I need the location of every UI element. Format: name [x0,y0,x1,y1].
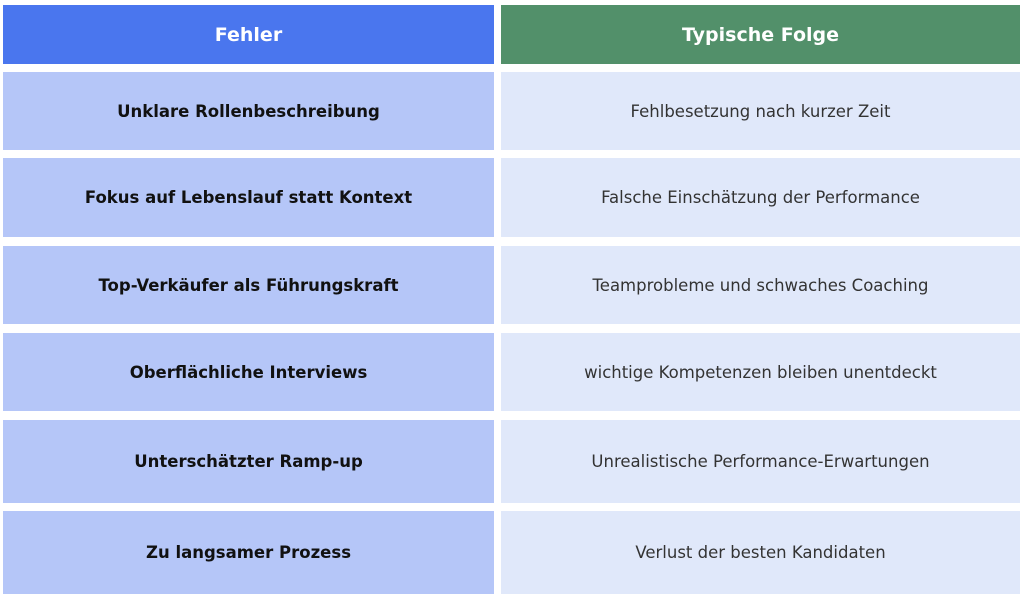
header-fehler: Fehler [3,5,494,64]
cell-fehler: Oberflächliche Interviews [3,333,494,411]
cell-fehler: Fokus auf Lebenslauf statt Kontext [3,158,494,237]
cell-folge: wichtige Kompetenzen bleiben unentdeckt [501,333,1020,411]
cell-folge: Verlust der besten Kandidaten [501,511,1020,594]
cell-fehler: Unterschätzter Ramp-up [3,420,494,503]
header-typische-folge: Typische Folge [501,5,1020,64]
cell-fehler: Zu langsamer Prozess [3,511,494,594]
cell-folge: Unrealistische Performance-Erwartungen [501,420,1020,503]
cell-folge: Teamprobleme und schwaches Coaching [501,246,1020,324]
cell-fehler: Unklare Rollenbeschreibung [3,72,494,150]
cell-fehler: Top-Verkäufer als Führungskraft [3,246,494,324]
cell-folge: Fehlbesetzung nach kurzer Zeit [501,72,1020,150]
cell-folge: Falsche Einschätzung der Performance [501,158,1020,237]
